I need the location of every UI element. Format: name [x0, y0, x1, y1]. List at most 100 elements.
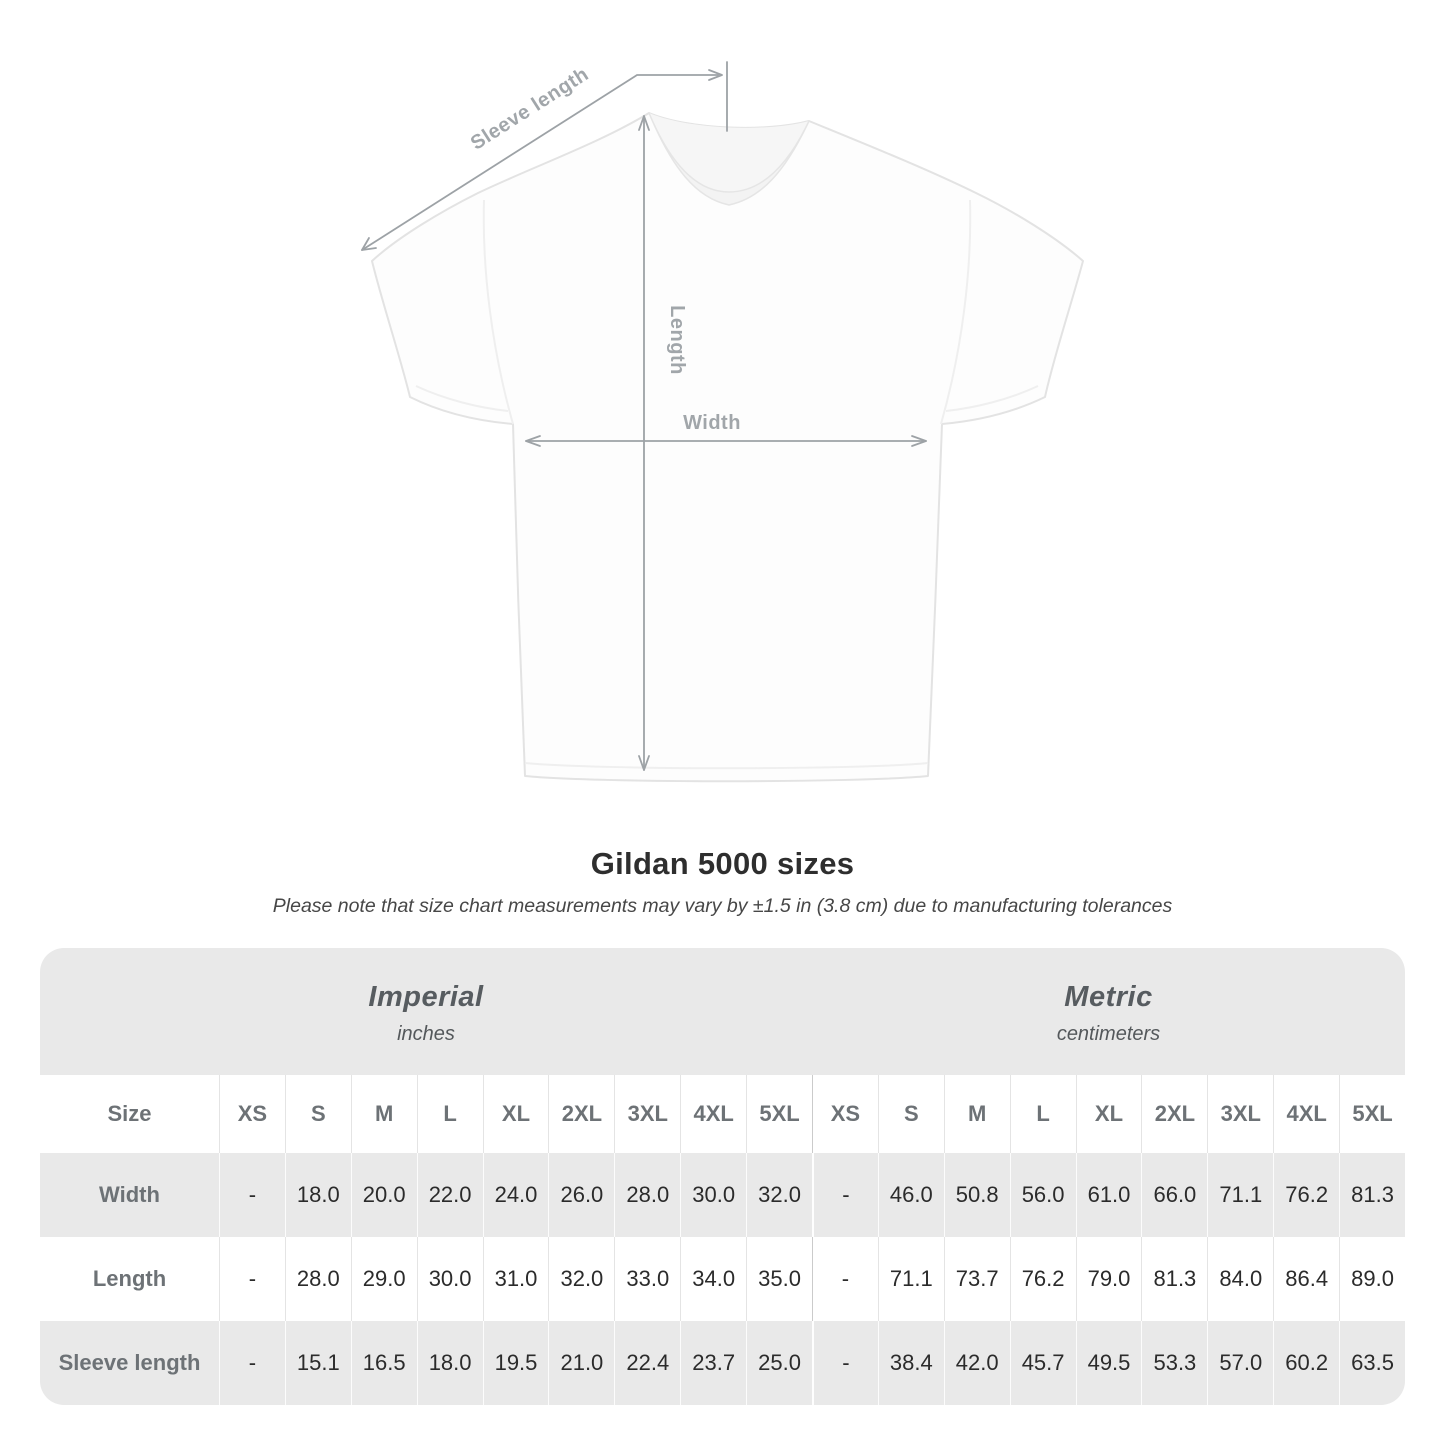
measurement-cell-imperial: 28.0	[614, 1153, 680, 1237]
measurement-cell-metric: 45.7	[1009, 1321, 1076, 1405]
measurement-cell-metric: 53.3	[1141, 1321, 1207, 1405]
size-header-metric: 5XL	[1339, 1075, 1405, 1153]
size-header-metric: L	[1009, 1075, 1076, 1153]
measurement-cell-metric: -	[811, 1321, 878, 1405]
width-arrowhead-left	[525, 435, 541, 447]
row-label: Sleeve length	[58, 1350, 201, 1375]
measurement-cell-metric: 60.2	[1273, 1321, 1339, 1405]
measurement-cell-imperial: 21.0	[548, 1321, 614, 1405]
measurement-cell-metric: 57.0	[1207, 1321, 1273, 1405]
measurement-cell-imperial: 30.0	[680, 1153, 746, 1237]
measurement-cell-metric: 86.4	[1273, 1237, 1339, 1321]
width-label: Width	[683, 412, 741, 434]
tshirt-illustration: Sleeve length Length Width	[361, 61, 1084, 783]
measurement-cell-metric: 46.0	[877, 1153, 944, 1237]
size-header-row: Size XS S M L XL 2XL 3XL 4XL 5XL XS S M L XL 2XL 3XL 4XL 5…	[40, 1075, 1405, 1153]
measurement-cell-imperial: -	[219, 1237, 285, 1321]
size-grid: Size XS S M L XL 2XL 3XL 4XL 5XL XS S M L XL 2XL 3XL 4XL 5…	[40, 1075, 1405, 1405]
measurement-cell-imperial: 20.0	[350, 1153, 417, 1237]
measurement-cell-imperial: 29.0	[350, 1237, 417, 1321]
measurement-cell-metric: 63.5	[1339, 1321, 1405, 1405]
size-header-imperial: XS	[219, 1075, 285, 1153]
size-header-metric: S	[877, 1075, 944, 1153]
length-label: Length	[666, 305, 688, 375]
measurement-cell-imperial: 33.0	[614, 1237, 680, 1321]
bottom-hem-seam	[524, 762, 929, 770]
measurement-cell-imperial: 16.5	[350, 1321, 417, 1405]
measurement-cell-metric: 81.3	[1339, 1153, 1405, 1237]
measurement-cell-metric: 50.8	[943, 1153, 1010, 1237]
size-header-metric: 2XL	[1141, 1075, 1207, 1153]
measurement-cell-metric: 79.0	[1075, 1237, 1142, 1321]
measurement-cell-metric: 66.0	[1141, 1153, 1207, 1237]
length-arrowhead-bottom	[638, 755, 650, 771]
size-header-imperial: 4XL	[680, 1075, 746, 1153]
measurement-cell-imperial: 28.0	[284, 1237, 351, 1321]
measurement-cell-imperial: 34.0	[680, 1237, 746, 1321]
sleeve-length-arrowhead-right	[708, 69, 723, 81]
size-header-imperial: M	[350, 1075, 417, 1153]
measurement-cell-metric: 71.1	[877, 1237, 944, 1321]
measurement-cell-imperial: 15.1	[284, 1321, 351, 1405]
measurement-cell-metric: 49.5	[1075, 1321, 1142, 1405]
size-header-metric: M	[943, 1075, 1010, 1153]
measurement-cell-imperial: 30.0	[416, 1237, 483, 1321]
measurement-cell-imperial: 22.0	[416, 1153, 483, 1237]
measurement-cell-imperial: 35.0	[746, 1237, 812, 1321]
size-header-imperial: 5XL	[746, 1075, 812, 1153]
measurement-cell-metric: -	[811, 1237, 878, 1321]
imperial-sublabel: inches	[397, 1023, 455, 1045]
measurement-cell-imperial: 31.0	[482, 1237, 549, 1321]
measurement-cell-metric: 38.4	[877, 1321, 944, 1405]
measurement-cell-imperial: 22.4	[614, 1321, 680, 1405]
measurement-row: Length -28.0 29.0 30.0 31.0 32.0 33.0 34.0 35.0-…	[40, 1237, 1405, 1321]
sleeve-length-arrow	[361, 74, 719, 251]
size-header-imperial: XL	[482, 1075, 549, 1153]
measurement-cell-imperial: 25.0	[746, 1321, 812, 1405]
measurement-cell-imperial: -	[219, 1321, 285, 1405]
sleeve-hem-right	[945, 385, 1039, 412]
size-header-imperial: 3XL	[614, 1075, 680, 1153]
size-header-metric: 4XL	[1273, 1075, 1339, 1153]
armhole-seam-left	[482, 199, 514, 425]
size-header-metric: 3XL	[1207, 1075, 1273, 1153]
sleeve-length-label: Sleeve length	[467, 63, 593, 155]
measurement-cell-metric: 42.0	[943, 1321, 1010, 1405]
collar-band	[648, 112, 810, 206]
measurement-cell-metric: 81.3	[1141, 1237, 1207, 1321]
size-table: Imperial inches Metric centimeters Size X…	[40, 948, 1405, 1405]
measurement-cell-imperial: 23.7	[680, 1321, 746, 1405]
page-subtitle: Please note that size chart measurements…	[272, 895, 1173, 917]
measurement-cell-metric: 73.7	[943, 1237, 1010, 1321]
measurement-row: Width -18.0 20.0 22.0 24.0 26.0 28.0 30.0 32.0-4…	[40, 1153, 1405, 1237]
tshirt-measurement-diagram: Sleeve length Length Width	[361, 61, 1084, 783]
measurement-cell-metric: 84.0	[1207, 1237, 1273, 1321]
length-arrowhead-top	[638, 115, 650, 131]
measurement-row: Sleeve length -15.1 16.5 18.0 19.5 21.0 22.4 23…	[40, 1321, 1405, 1405]
size-header-metric: XL	[1075, 1075, 1142, 1153]
sleeve-length-arrowhead-left	[361, 237, 377, 251]
size-column-header: Size	[107, 1101, 152, 1126]
width-arrowhead-right	[911, 435, 927, 447]
row-label: Length	[92, 1266, 167, 1291]
unit-header-band: Imperial inches Metric centimeters	[40, 948, 1405, 1075]
measurement-cell-metric: 71.1	[1207, 1153, 1273, 1237]
metric-header: Metric centimeters	[812, 948, 1405, 1075]
armhole-seam-right	[940, 199, 972, 425]
measurement-cell-metric: 56.0	[1009, 1153, 1076, 1237]
imperial-header: Imperial inches	[40, 948, 812, 1075]
row-label: Width	[99, 1182, 160, 1207]
metric-sublabel: centimeters	[1056, 1023, 1161, 1045]
measurement-cell-imperial: 18.0	[416, 1321, 483, 1405]
measurement-cell-metric: 76.2	[1009, 1237, 1076, 1321]
size-header-imperial: L	[416, 1075, 483, 1153]
measurement-cell-imperial: -	[219, 1153, 285, 1237]
measurement-cell-metric: 76.2	[1273, 1153, 1339, 1237]
sleeve-hem-left	[415, 385, 509, 412]
size-header-metric: XS	[811, 1075, 878, 1153]
measurement-cell-metric: 61.0	[1075, 1153, 1142, 1237]
measurement-cell-imperial: 32.0	[548, 1237, 614, 1321]
measurement-cell-imperial: 18.0	[284, 1153, 351, 1237]
tshirt-body	[371, 112, 1084, 783]
measurement-cell-metric: -	[811, 1153, 878, 1237]
